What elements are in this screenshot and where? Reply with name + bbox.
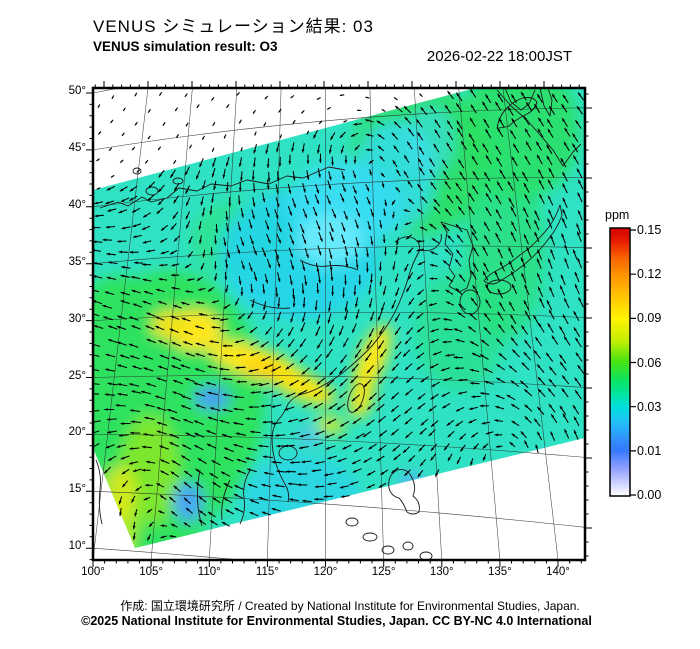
lon-tick-label: 120° bbox=[313, 566, 338, 578]
korea-outline bbox=[440, 221, 474, 293]
map-frame bbox=[91, 86, 587, 562]
page-title-japanese: VENUS シミュレーション結果: 03 bbox=[93, 17, 374, 36]
lon-tick-label: 105° bbox=[139, 566, 164, 578]
axis-ticks bbox=[86, 81, 592, 567]
lat-tick-label: 10° bbox=[68, 540, 86, 553]
lat-tick-label: 25° bbox=[68, 369, 86, 382]
colorbar-tick-label: 0.00 bbox=[637, 488, 662, 503]
colorbar-tick-label: 0.09 bbox=[637, 311, 662, 326]
colorbar-tick-label: 0.06 bbox=[637, 355, 662, 370]
primorye-coast bbox=[496, 89, 564, 167]
lat-tick-label: 45° bbox=[68, 141, 86, 154]
luzon-outline bbox=[388, 469, 420, 515]
page-title-english: VENUS simulation result: O3 bbox=[93, 39, 278, 54]
lat-tick-label: 35° bbox=[68, 255, 86, 268]
taiwan-outline bbox=[347, 383, 365, 413]
lon-tick-label: 135° bbox=[488, 566, 512, 578]
wind-vector-arrows bbox=[93, 88, 585, 541]
colorbar-ticks bbox=[630, 229, 636, 496]
colorbar bbox=[609, 227, 636, 497]
lat-tick-label: 15° bbox=[68, 483, 86, 496]
colorbar-gradient bbox=[609, 227, 631, 497]
lon-tick-label: 110° bbox=[197, 566, 221, 578]
colorbar-unit-label: ppm bbox=[605, 208, 630, 222]
colorbar-tick-label: 0.12 bbox=[637, 267, 662, 282]
footer-copyright-line: ©2025 National Institute for Environment… bbox=[81, 614, 592, 628]
honshu-outline bbox=[483, 204, 563, 285]
o3-concentration-field bbox=[93, 88, 585, 548]
colorbar-tick-label: 0.03 bbox=[637, 399, 662, 414]
graticule bbox=[93, 88, 585, 560]
lat-tick-label: 40° bbox=[68, 198, 86, 211]
lon-tick-label: 115° bbox=[255, 566, 279, 578]
colorbar-tick-label: 0.01 bbox=[637, 443, 662, 458]
simulation-timestamp: 2026-02-22 18:00JST bbox=[426, 48, 572, 65]
colorbar-tick-label: 0.15 bbox=[637, 223, 662, 237]
lat-tick-label: 50° bbox=[68, 85, 86, 97]
lat-tick-label: 20° bbox=[68, 426, 86, 439]
footer-credit-line: 作成: 国立環境研究所 / Created by National Instit… bbox=[120, 599, 580, 613]
lon-tick-label: 140° bbox=[546, 566, 570, 578]
lat-tick-label: 30° bbox=[68, 312, 86, 325]
lake-baikal-outline bbox=[496, 97, 538, 129]
lon-tick-label: 125° bbox=[371, 566, 396, 578]
lon-tick-label: 100° bbox=[81, 566, 105, 578]
lon-tick-label: 130° bbox=[429, 566, 454, 578]
